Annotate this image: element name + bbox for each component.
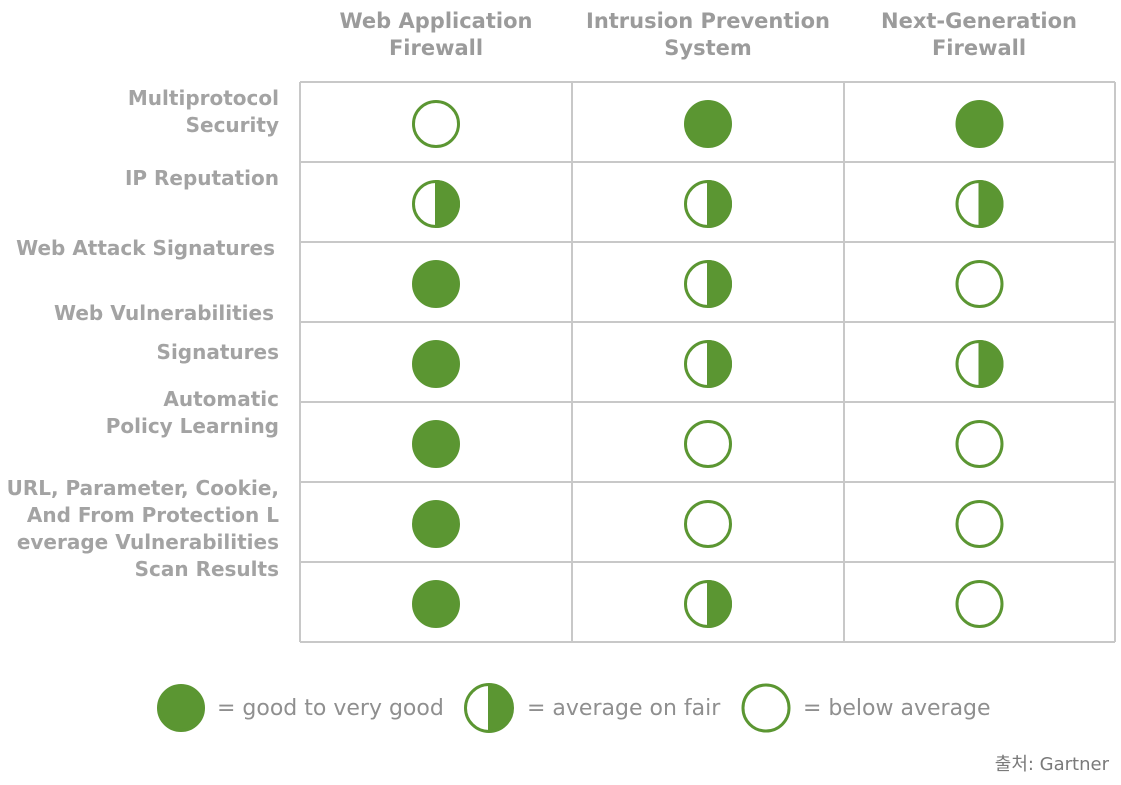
rating-half-icon xyxy=(684,340,732,388)
rating-empty-icon xyxy=(955,260,1004,308)
rating-empty-icon xyxy=(955,580,1004,628)
rating-full-icon xyxy=(412,340,460,388)
rating-half-icon xyxy=(412,180,460,228)
rating-half-icon xyxy=(684,580,732,628)
rating-full-icon xyxy=(412,580,460,628)
column-header-ngfw: Next-Generation Firewall xyxy=(881,9,1077,60)
rating-empty-icon xyxy=(412,100,460,148)
row-label-ip-reputation: IP Reputation xyxy=(124,166,279,190)
row-label-policy-learning: Automatic Policy Learning xyxy=(105,387,279,438)
rating-empty-icon xyxy=(684,500,732,548)
legend-good: = good to very good xyxy=(157,684,444,732)
rating-full-icon xyxy=(955,100,1004,148)
column-header-ips: Intrusion Prevention System xyxy=(586,9,830,60)
rating-full-icon xyxy=(412,420,460,468)
rating-full-icon xyxy=(684,100,732,148)
row-label-web-attack: Web Attack Signatures xyxy=(16,236,275,260)
legend-good-label: = good to very good xyxy=(217,695,444,721)
column-header-waf: Web Application Firewall xyxy=(339,9,533,60)
rating-full-icon xyxy=(412,260,460,308)
row-label-multiprotocol: Multiprotocol Security xyxy=(127,86,279,137)
row-label-url-protection: URL, Parameter, Cookie, And From Protect… xyxy=(6,476,279,581)
rating-empty-icon xyxy=(955,500,1004,548)
rating-half-icon xyxy=(955,180,1004,228)
legend-average: = average on fair xyxy=(463,683,721,733)
legend-below-label: = below average xyxy=(803,695,991,721)
full-circle-icon xyxy=(157,684,205,732)
rating-half-icon xyxy=(955,340,1004,388)
rating-half-icon xyxy=(684,180,732,228)
half-circle-icon xyxy=(464,683,514,733)
legend-below: = below average xyxy=(741,683,991,733)
rating-empty-icon xyxy=(955,420,1004,468)
row-label-signatures: Signatures xyxy=(156,340,279,364)
empty-circle-icon xyxy=(741,683,791,733)
comparison-grid xyxy=(299,81,1116,643)
row-label-web-vulnerabilities: Web Vulnerabilities xyxy=(54,301,274,325)
rating-half-icon xyxy=(684,260,732,308)
rating-full-icon xyxy=(412,500,460,548)
legend-average-label: = average on fair xyxy=(527,695,721,721)
source-note: 출처: Gartner xyxy=(994,754,1109,775)
rating-empty-icon xyxy=(684,420,732,468)
